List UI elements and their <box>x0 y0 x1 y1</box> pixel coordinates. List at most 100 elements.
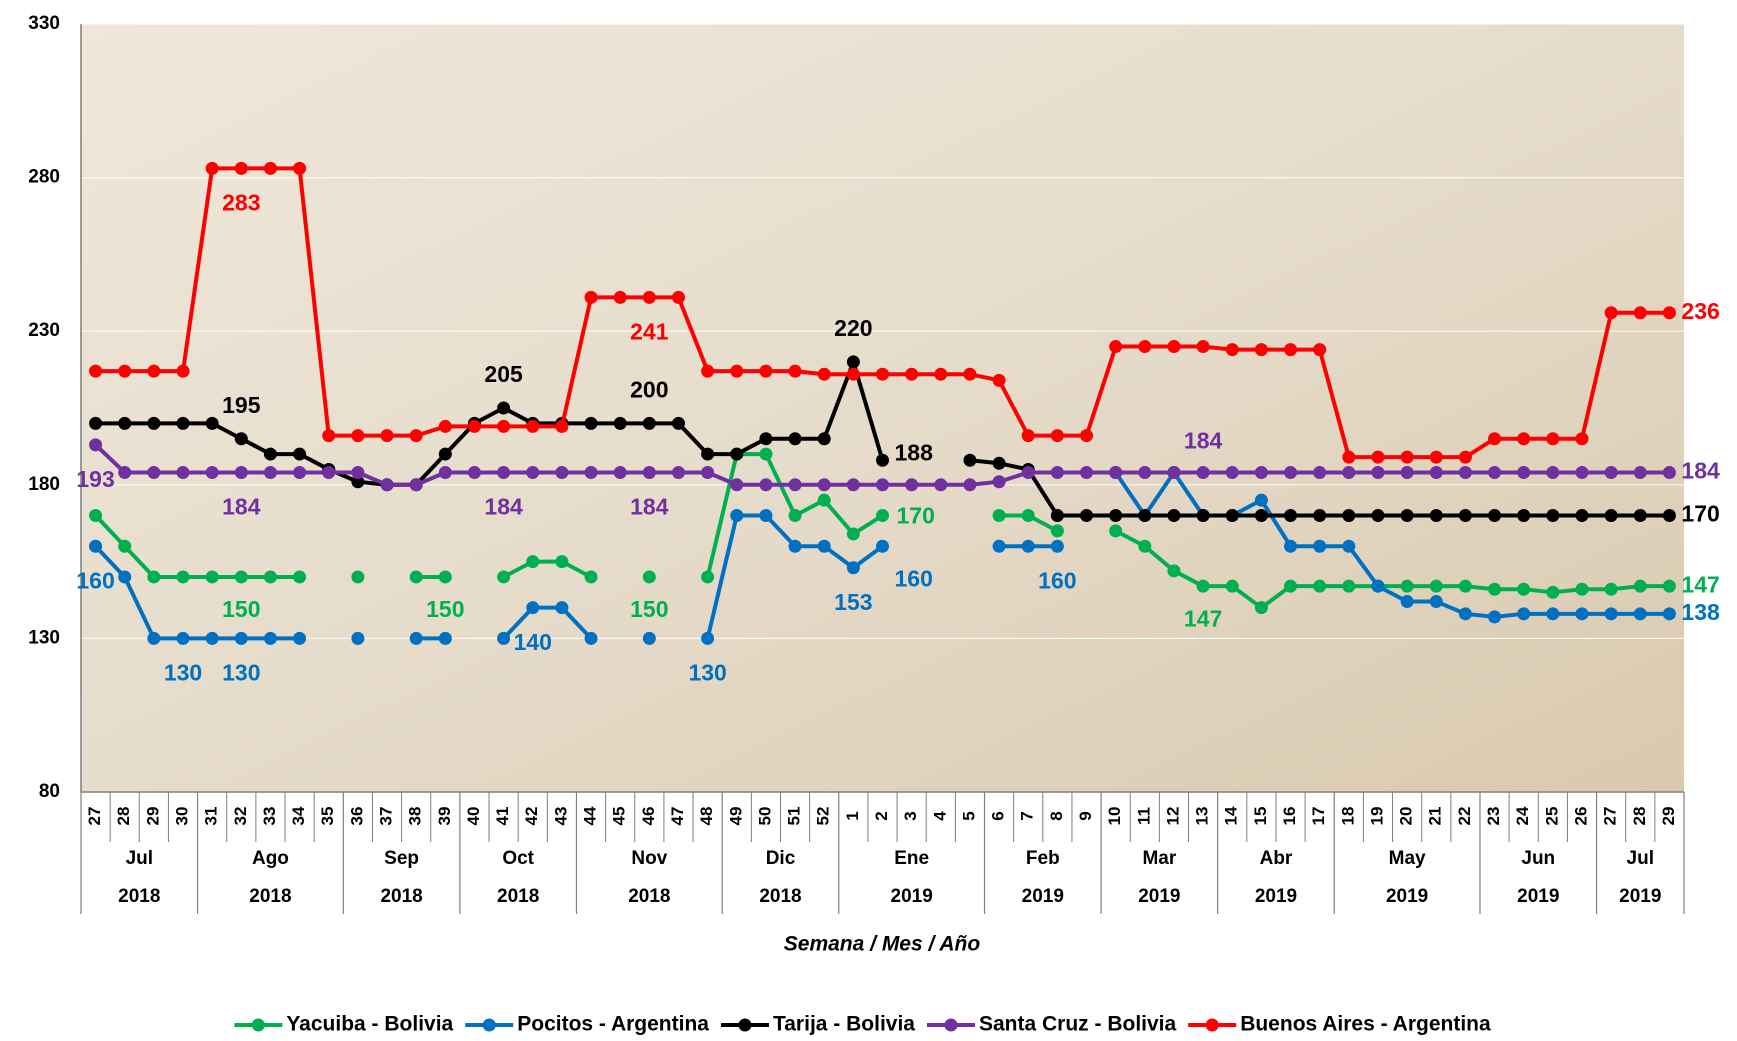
x-tick-label: 34 <box>289 806 308 825</box>
data-point <box>1371 466 1385 480</box>
data-point <box>1429 466 1443 480</box>
data-point <box>1517 607 1531 621</box>
year-label: 2019 <box>1517 886 1559 907</box>
data-point <box>1080 509 1094 523</box>
data-point <box>118 570 132 584</box>
data-point <box>526 555 540 569</box>
data-point <box>788 364 802 378</box>
data-point <box>963 367 977 381</box>
data-label: 153 <box>834 589 872 615</box>
data-label: 184 <box>1681 458 1720 484</box>
data-point <box>234 466 248 480</box>
data-point <box>1254 466 1268 480</box>
data-point <box>1021 466 1035 480</box>
data-point <box>1313 539 1327 553</box>
data-point <box>1488 466 1502 480</box>
y-tick-label: 230 <box>28 320 60 341</box>
data-point <box>817 493 831 507</box>
data-point <box>1050 466 1064 480</box>
data-point <box>263 161 277 175</box>
data-label: 184 <box>1184 428 1223 454</box>
x-tick-label: 7 <box>1018 811 1037 820</box>
year-label: 2018 <box>249 886 291 907</box>
x-tick-label: 1 <box>843 811 862 820</box>
data-point <box>1400 579 1414 593</box>
data-point <box>671 416 685 430</box>
data-point <box>1400 509 1414 523</box>
data-point <box>176 570 190 584</box>
data-point <box>205 161 219 175</box>
data-point <box>642 570 656 584</box>
x-tick-label: 14 <box>1222 806 1241 825</box>
data-point <box>788 539 802 553</box>
data-label: 184 <box>484 494 523 520</box>
data-label: 220 <box>834 315 872 341</box>
data-point <box>1371 450 1385 464</box>
x-axis-title: Semana / Mes / Año <box>784 933 981 956</box>
x-tick-label: 43 <box>551 807 570 826</box>
data-point <box>89 539 103 553</box>
x-tick-label: 52 <box>814 807 833 826</box>
data-point <box>1575 432 1589 446</box>
data-point <box>905 367 919 381</box>
data-point <box>351 466 365 480</box>
x-tick-label: 25 <box>1542 807 1561 826</box>
data-point <box>438 466 452 480</box>
data-point <box>992 475 1006 489</box>
data-point <box>701 570 715 584</box>
data-point <box>1138 539 1152 553</box>
data-point <box>1225 343 1239 357</box>
data-point <box>846 478 860 492</box>
data-point <box>1458 466 1472 480</box>
data-label: 130 <box>222 659 260 685</box>
data-point <box>351 429 365 443</box>
data-point <box>730 447 744 461</box>
data-point <box>817 478 831 492</box>
data-point <box>730 478 744 492</box>
data-point <box>526 601 540 615</box>
data-point <box>176 416 190 430</box>
year-label: 2019 <box>891 886 933 907</box>
data-point <box>526 419 540 433</box>
data-point <box>1488 610 1502 624</box>
x-tick-label: 50 <box>755 807 774 826</box>
data-point <box>263 447 277 461</box>
data-point <box>1080 429 1094 443</box>
data-point <box>671 466 685 480</box>
x-tick-label: 17 <box>1309 807 1328 826</box>
data-point <box>1400 450 1414 464</box>
data-point <box>293 570 307 584</box>
data-point <box>730 509 744 523</box>
data-point <box>876 509 889 523</box>
data-point <box>1429 579 1443 593</box>
data-point <box>963 478 977 492</box>
data-point <box>1604 607 1618 621</box>
x-tick-label: 39 <box>435 807 454 826</box>
legend-marker <box>1205 1018 1219 1032</box>
data-point <box>1342 466 1356 480</box>
data-label: 160 <box>1038 567 1076 593</box>
x-tick-label: 20 <box>1397 807 1416 826</box>
x-tick-label: 29 <box>143 807 162 826</box>
legend-marker <box>738 1018 752 1032</box>
data-point <box>1109 340 1123 354</box>
x-tick-label: 12 <box>1163 807 1182 826</box>
data-label: 160 <box>895 565 933 591</box>
y-tick-label: 180 <box>28 474 60 495</box>
data-point <box>409 631 423 645</box>
data-point <box>1429 450 1443 464</box>
data-point <box>1254 343 1268 357</box>
legend-marker <box>251 1018 265 1032</box>
data-point <box>759 447 773 461</box>
data-point <box>1254 493 1268 507</box>
data-point <box>1342 539 1356 553</box>
data-point <box>467 419 481 433</box>
data-point <box>1109 466 1123 480</box>
data-point <box>118 539 132 553</box>
x-tick-label: 5 <box>959 811 978 820</box>
data-point <box>293 466 307 480</box>
x-tick-label: 16 <box>1280 807 1299 826</box>
x-tick-label: 22 <box>1455 807 1474 826</box>
data-point <box>642 631 656 645</box>
data-point <box>817 367 831 381</box>
